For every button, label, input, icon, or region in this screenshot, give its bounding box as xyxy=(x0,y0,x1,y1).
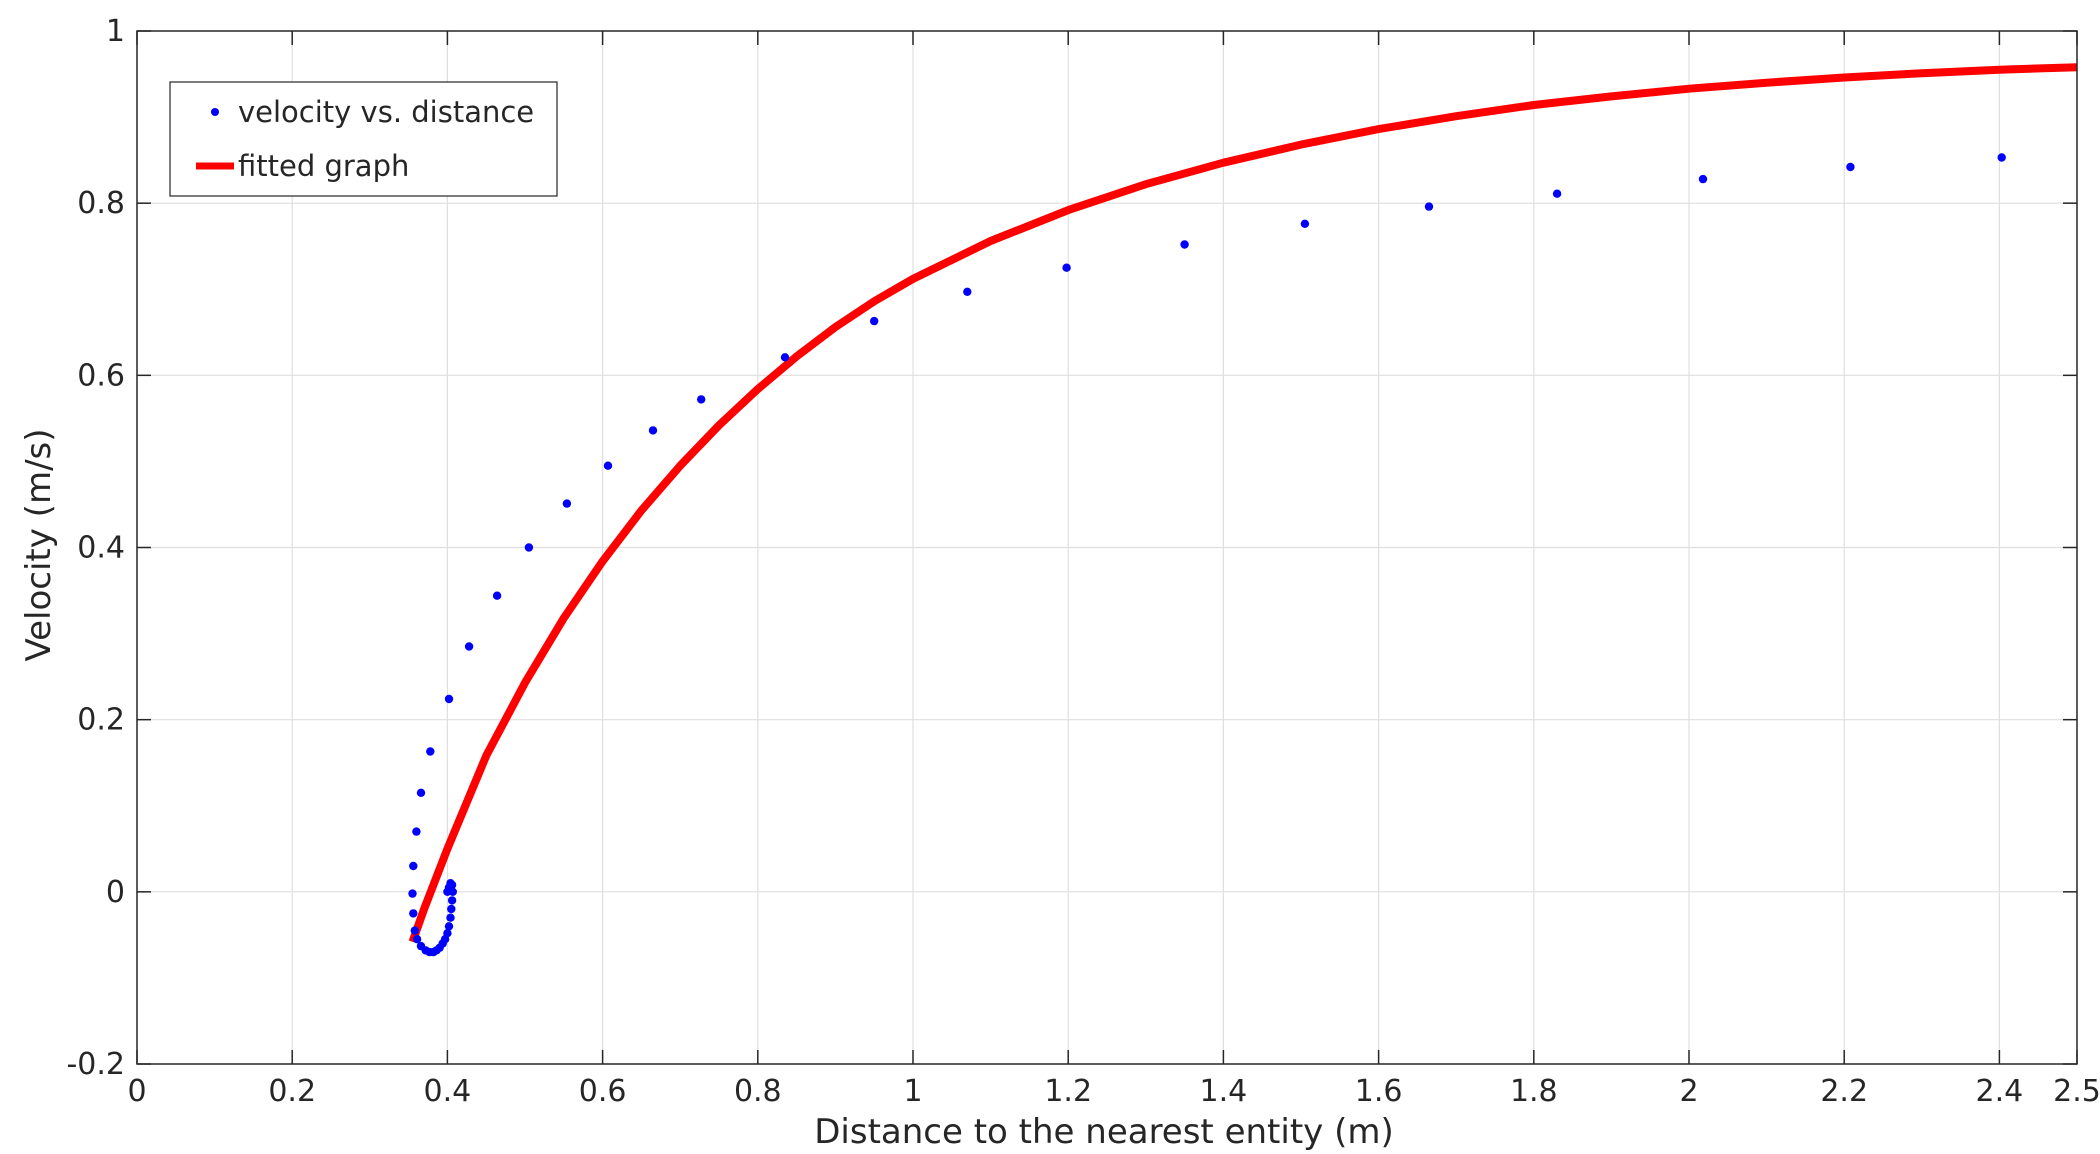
scatter-point xyxy=(444,922,454,931)
y-tick-label: 1 xyxy=(106,14,125,49)
legend-marker-velocity-vs-distance xyxy=(211,108,219,116)
scatter-point xyxy=(426,747,435,756)
scatter-point xyxy=(447,880,457,890)
scatter-point xyxy=(1997,153,2006,162)
x-tick-label: 1.4 xyxy=(1200,1074,1248,1109)
scatter-point xyxy=(492,591,502,600)
scatter-point xyxy=(1300,219,1310,228)
x-tick-label: 1.2 xyxy=(1044,1074,1092,1109)
scatter-point xyxy=(412,827,421,836)
y-tick-label: 0 xyxy=(106,875,125,910)
scatter-point xyxy=(524,543,534,552)
scatter-point xyxy=(416,788,426,797)
scatter-point xyxy=(780,353,790,362)
scatter-point xyxy=(1698,174,1708,184)
fitted-graph-line xyxy=(408,63,2078,944)
scatter-point xyxy=(603,461,613,470)
scatter-point xyxy=(1062,263,1071,272)
x-tick-labels: 0 0.2 0.4 0.6 0.8 1 1.2 1.4 1.6 1.8 2 2.2 2.4 2.5 xyxy=(127,1074,2100,1109)
y-tick-label: 0.8 xyxy=(77,186,125,221)
x-tick-label: 0.6 xyxy=(579,1074,627,1109)
x-tick-label: 0.8 xyxy=(734,1074,782,1109)
y-tick-label: 0.2 xyxy=(77,703,125,738)
scatter-point xyxy=(408,889,417,898)
y-tick-label: -0.2 xyxy=(66,1047,125,1082)
x-tick-label: 2.2 xyxy=(1820,1074,1868,1109)
x-tick-label: 1.6 xyxy=(1355,1074,1403,1109)
scatter-point xyxy=(464,642,474,651)
x-tick-label: 2.4 xyxy=(1976,1074,2024,1109)
legend: velocity vs. distance fitted graph xyxy=(169,81,558,197)
scatter-point xyxy=(870,316,879,326)
x-tick-label: 1 xyxy=(903,1074,922,1109)
scatter-point xyxy=(446,913,455,922)
scatter-point xyxy=(447,904,456,914)
x-tick-label: 0.4 xyxy=(424,1074,472,1109)
scatter-point xyxy=(963,287,972,296)
scatter-point xyxy=(1424,202,1434,211)
y-tick-label: 0.4 xyxy=(77,531,125,566)
scatter-point xyxy=(409,861,418,871)
scatter-point xyxy=(1180,240,1189,249)
x-tick-label: 0.2 xyxy=(268,1074,316,1109)
x-tick-label: 2.5 xyxy=(2053,1074,2100,1109)
scatter-point xyxy=(412,935,422,944)
axis-ticks xyxy=(136,30,2078,1065)
scatter-point xyxy=(1552,189,1562,198)
scatter-point xyxy=(448,887,457,896)
x-axis-label: Distance to the nearest entity (m) xyxy=(814,1112,1393,1152)
scatter-point xyxy=(1846,162,1855,172)
scatter-point xyxy=(562,499,572,508)
scatter-point xyxy=(410,926,419,935)
x-tick-label: 2 xyxy=(1679,1074,1698,1109)
y-tick-labels: -0.2 0 0.2 0.4 0.6 0.8 1 xyxy=(66,14,125,1082)
scatter-points-layer xyxy=(408,153,2006,957)
x-tick-label: 1.8 xyxy=(1510,1074,1558,1109)
fitted-graph-layer xyxy=(408,63,2078,944)
legend-box xyxy=(169,81,558,197)
legend-label-velocity-vs-distance: velocity vs. distance xyxy=(238,95,534,129)
x-tick-label: 0 xyxy=(127,1074,146,1109)
scatter-point xyxy=(416,941,426,951)
y-tick-label: 0.6 xyxy=(77,358,125,393)
y-axis-label: Velocity (m/s) xyxy=(19,428,59,661)
scatter-point xyxy=(447,896,457,905)
scatter-point xyxy=(648,426,658,435)
scatter-point xyxy=(444,694,454,704)
grid-lines xyxy=(137,31,2077,1064)
scatter-point xyxy=(697,395,706,404)
legend-label-fitted-graph: fitted graph xyxy=(238,149,409,183)
scatter-point xyxy=(409,909,418,918)
